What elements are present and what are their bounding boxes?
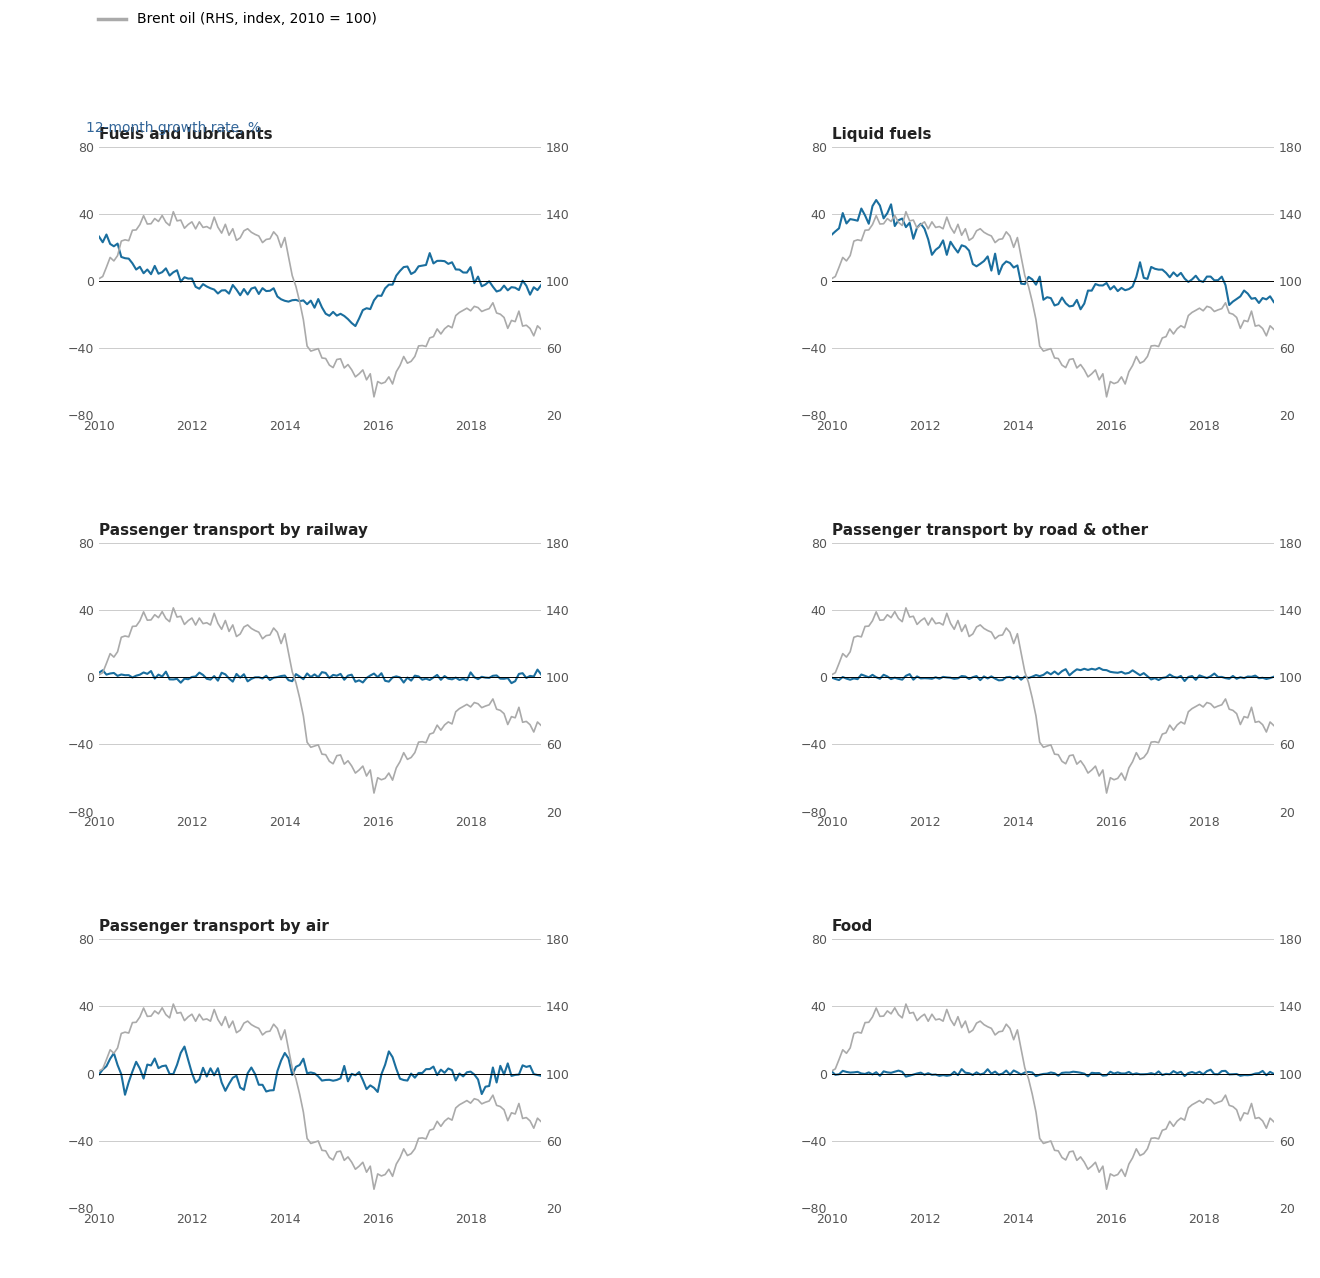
Text: Passenger transport by air: Passenger transport by air — [99, 919, 329, 934]
Text: 12-month growth rate, %: 12-month growth rate, % — [86, 121, 261, 135]
Legend: Brent oil (RHS, index, 2010 = 100): Brent oil (RHS, index, 2010 = 100) — [92, 6, 383, 32]
Text: Food: Food — [832, 919, 873, 934]
Text: Passenger transport by road & other: Passenger transport by road & other — [832, 523, 1147, 538]
Text: Fuels and lubricants: Fuels and lubricants — [99, 127, 273, 142]
Text: Passenger transport by railway: Passenger transport by railway — [99, 523, 368, 538]
Text: Liquid fuels: Liquid fuels — [832, 127, 931, 142]
